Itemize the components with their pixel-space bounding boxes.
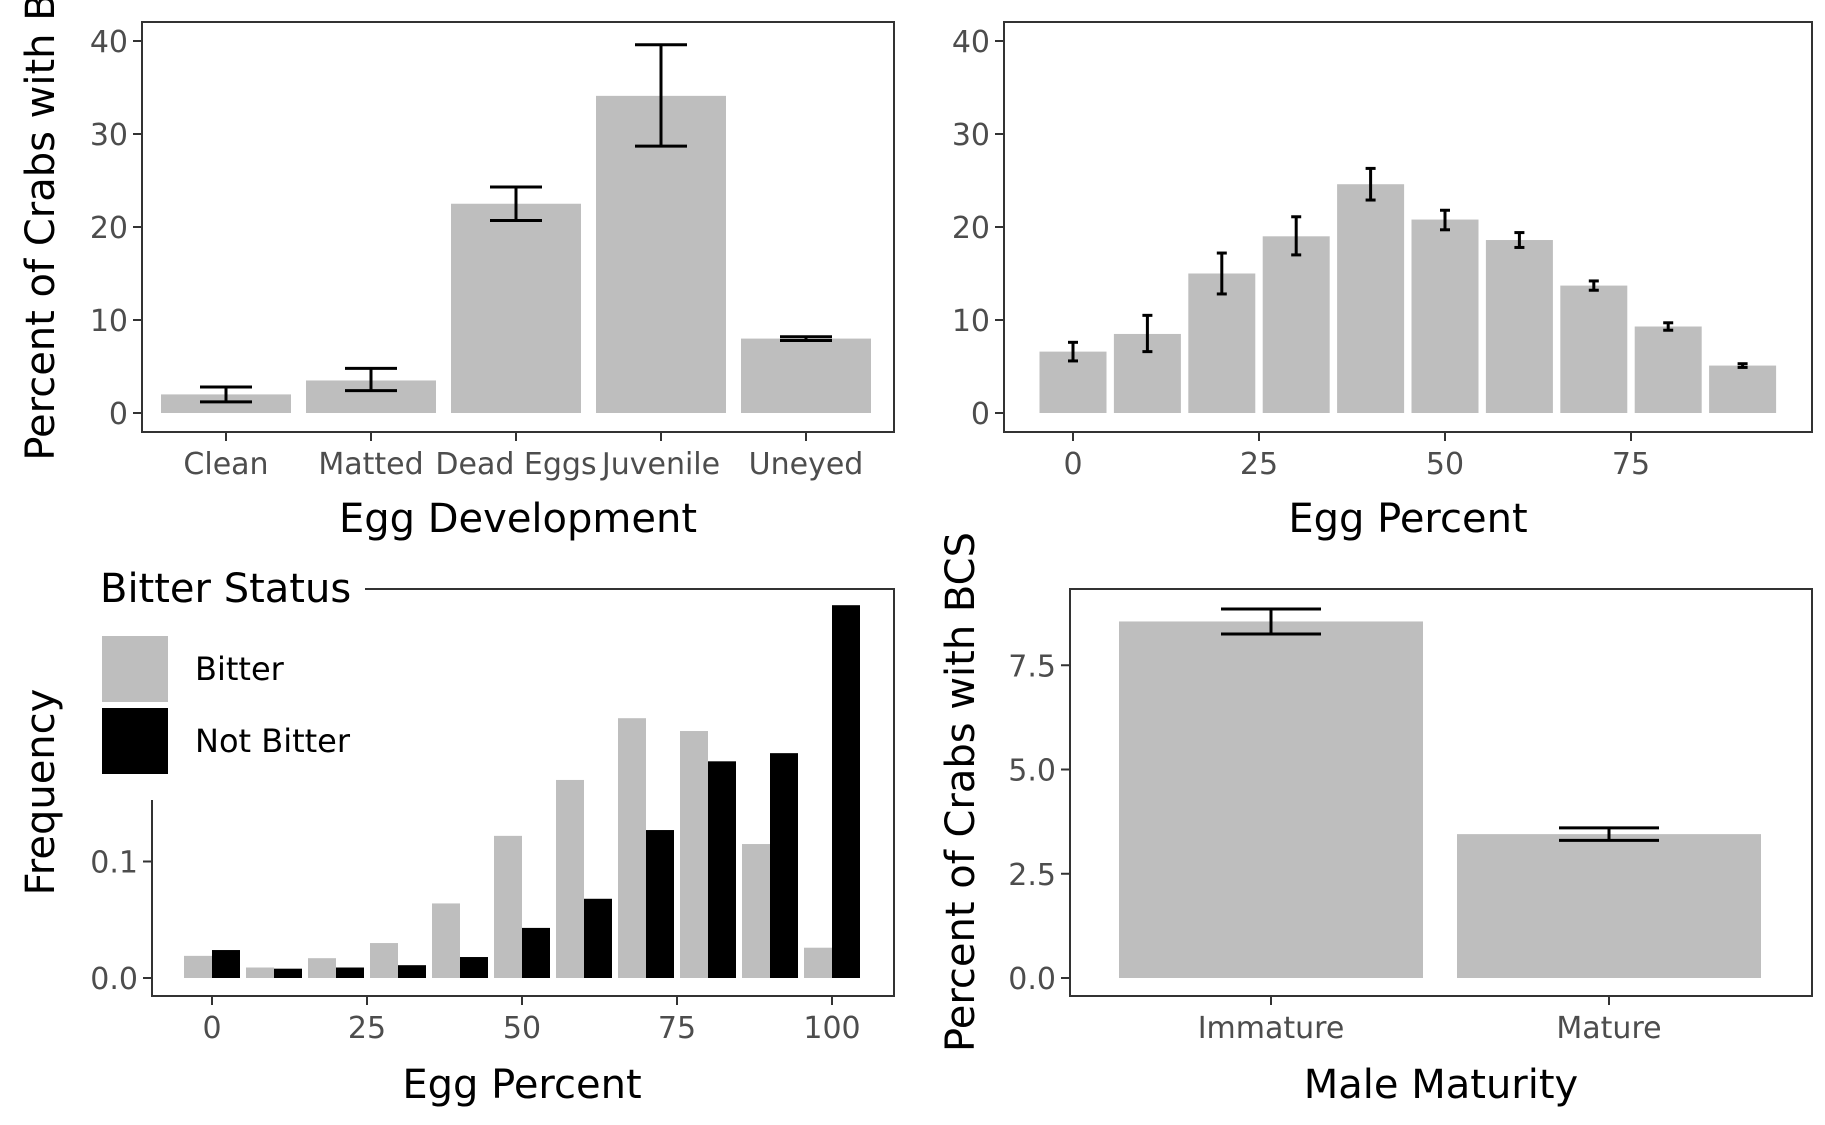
y-tick-label: 0.0 <box>1008 962 1056 997</box>
bar-bitter-80 <box>680 731 708 978</box>
bar-bitter-70 <box>618 718 646 978</box>
x-tick-label: Matted <box>318 447 423 482</box>
bar-80 <box>1634 326 1702 413</box>
bar-mature <box>1457 834 1761 978</box>
x-tick-label: 100 <box>803 1011 860 1046</box>
y-tick-label: 40 <box>90 25 128 60</box>
x-tick-label: Juvenile <box>600 447 720 482</box>
bar-bitter-30 <box>370 943 398 978</box>
x-tick-label: Uneyed <box>749 447 864 482</box>
y-tick-label: 2.5 <box>1008 858 1056 893</box>
legend-key-not-bitter <box>102 708 168 774</box>
bar-bitter-10 <box>246 967 274 978</box>
legend-key-bitter <box>102 636 168 702</box>
x-tick-label: Clean <box>183 447 268 482</box>
y-tick-label: 0.0 <box>90 962 138 997</box>
y-axis-title: Percent of Crabs with BCS <box>938 532 984 1052</box>
y-axis-title: Frequency <box>18 689 64 896</box>
y-tick-label: 30 <box>952 118 990 153</box>
y-tick-label: 20 <box>952 211 990 246</box>
bar-40 <box>1337 184 1405 413</box>
bar-juvenile <box>596 95 726 414</box>
x-tick-label: Dead Eggs <box>435 447 596 482</box>
bar-not-bitter-50 <box>522 927 550 978</box>
x-axis-title: Egg Percent <box>1288 496 1527 542</box>
bar-not-bitter-30 <box>398 965 426 978</box>
bar-clean <box>161 394 291 413</box>
bar-immature <box>1119 621 1423 978</box>
bar-50 <box>1411 219 1479 413</box>
x-tick-label: Mature <box>1556 1011 1661 1046</box>
bar-bitter-0 <box>184 955 212 978</box>
x-axis-title: Egg Percent <box>402 1062 641 1108</box>
bar-not-bitter-100 <box>832 605 860 978</box>
bar-90 <box>1709 365 1777 413</box>
y-tick-label: 5.0 <box>1008 754 1056 789</box>
y-tick-label: 0.1 <box>90 846 138 881</box>
bar-30 <box>1262 236 1330 413</box>
y-tick-label: 20 <box>90 211 128 246</box>
x-tick-label: 25 <box>1240 447 1278 482</box>
bar-60 <box>1485 240 1553 413</box>
bar-bitter-50 <box>494 835 522 978</box>
x-axis-title: Male Maturity <box>1304 1062 1578 1108</box>
panel-border <box>1069 588 1813 997</box>
panel-border <box>151 588 895 997</box>
legend: Bitter Status Bitter Not Bitter <box>100 566 351 774</box>
x-tick-label: Immature <box>1198 1011 1345 1046</box>
bar-not-bitter-40 <box>460 957 488 978</box>
bar-20 <box>1188 273 1256 413</box>
y-axis-title: Percent of Crabs with B <box>18 0 64 461</box>
panel-egg-percent: 0 10 20 30 40 0 25 50 75 Egg Percent <box>952 21 1813 542</box>
bar-not-bitter-0 <box>212 950 240 978</box>
bar-bitter-40 <box>432 903 460 978</box>
y-tick-label: 40 <box>952 25 990 60</box>
x-tick-label: 50 <box>1426 447 1464 482</box>
bar-not-bitter-10 <box>274 968 302 978</box>
y-tick-label: 0 <box>971 397 990 432</box>
legend-label-not-bitter: Not Bitter <box>195 722 351 760</box>
panel-male-maturity: 0.0 2.5 5.0 7.5 Immature Mature Male Maturit… <box>938 532 1813 1108</box>
y-tick-label: 10 <box>90 304 128 339</box>
legend-title: Bitter Status <box>100 566 351 612</box>
bar-uneyed <box>741 338 871 413</box>
y-tick-label: 30 <box>90 118 128 153</box>
x-tick-label: 0 <box>1063 447 1082 482</box>
bar-not-bitter-60 <box>584 898 612 978</box>
bar-bitter-90 <box>742 844 770 978</box>
legend-label-bitter: Bitter <box>195 650 285 688</box>
bar-dead-eggs <box>451 203 581 413</box>
y-tick-label: 0 <box>109 397 128 432</box>
x-tick-label: 50 <box>503 1011 541 1046</box>
x-tick-label: 25 <box>348 1011 386 1046</box>
bar-bitter-100 <box>804 947 832 978</box>
bar-not-bitter-90 <box>770 753 798 978</box>
y-tick-label: 7.5 <box>1008 649 1056 684</box>
bar-not-bitter-70 <box>646 830 674 978</box>
bar-not-bitter-20 <box>336 967 364 978</box>
bar-bitter-60 <box>556 779 584 978</box>
bar-70 <box>1560 285 1628 413</box>
panel-egg-development: 0 10 20 30 40 Clean Matted Dead Eggs Juvenile Un… <box>18 0 895 542</box>
y-tick-label: 10 <box>952 304 990 339</box>
x-tick-label: 0 <box>202 1011 221 1046</box>
x-axis-title: Egg Development <box>339 496 697 542</box>
x-tick-label: 75 <box>658 1011 696 1046</box>
panel-frequency: 0.00.1 0 25 50 75 100 Egg Percent Frequency … <box>18 566 895 1108</box>
x-tick-label: 75 <box>1612 447 1650 482</box>
bar-bitter-20 <box>308 958 336 978</box>
bar-not-bitter-80 <box>708 761 736 978</box>
